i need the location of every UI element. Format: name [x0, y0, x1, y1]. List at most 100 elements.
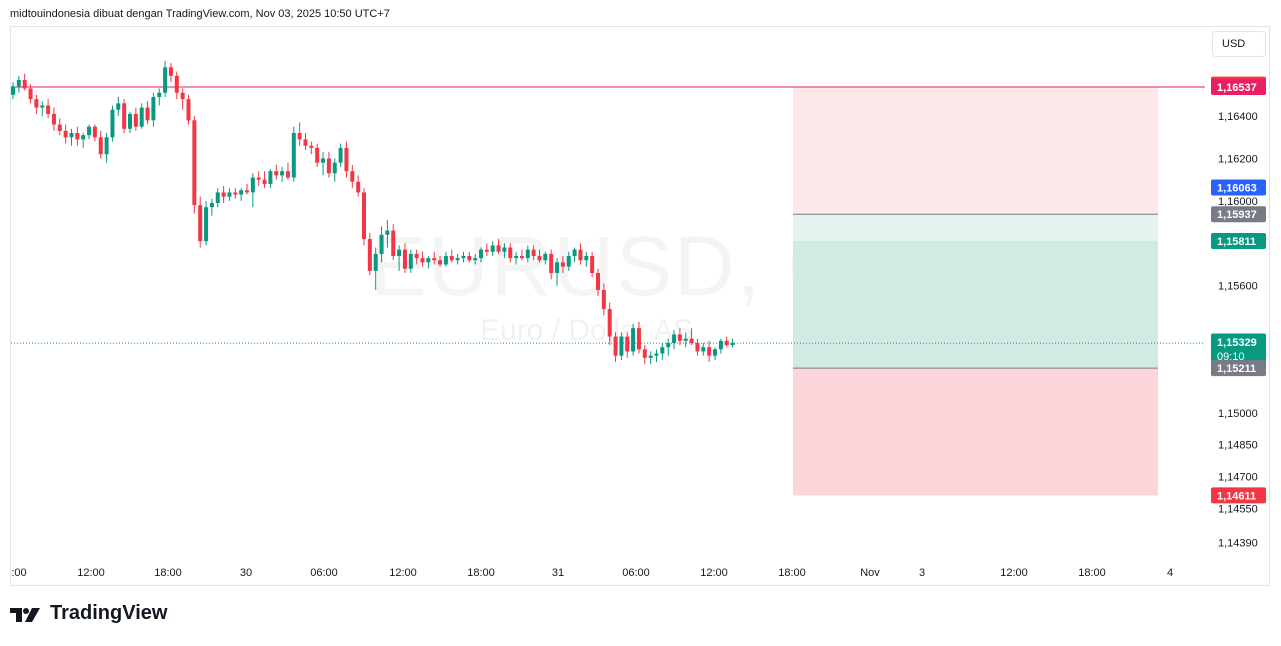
candle-body — [707, 347, 712, 356]
candle-body — [379, 234, 384, 254]
candle-body — [16, 80, 21, 87]
x-tick-label: 4 — [1167, 567, 1173, 579]
candle-body — [139, 107, 144, 127]
candle-body — [508, 247, 513, 259]
target-zone — [793, 240, 1158, 369]
price-label: 1,14611 — [1217, 490, 1256, 502]
candle-body — [724, 340, 729, 346]
candle-body — [163, 67, 168, 93]
candle-body — [578, 249, 583, 261]
candle-body — [274, 171, 279, 176]
target-zone-light — [793, 214, 1158, 241]
candle-body — [198, 205, 203, 242]
candle-body — [69, 133, 74, 138]
price-label-box — [1211, 487, 1266, 504]
candle-body — [660, 347, 665, 354]
candle-body — [566, 256, 571, 267]
candle-body — [385, 230, 390, 235]
candle-body — [677, 334, 682, 341]
currency-button[interactable]: USD — [1212, 31, 1266, 57]
candle-body — [268, 171, 273, 184]
candle-body — [654, 353, 659, 356]
candle-body — [256, 177, 261, 180]
x-tick-label: 18:00 — [467, 567, 495, 579]
x-tick-label: :00 — [11, 567, 26, 579]
candle-body — [262, 179, 267, 184]
price-label-box — [1211, 206, 1266, 223]
candle-body — [391, 230, 396, 257]
candle-body — [204, 207, 209, 242]
candle-body — [625, 336, 630, 352]
candle-body — [116, 103, 121, 110]
chart-frame[interactable] — [10, 26, 1270, 586]
candle-body — [543, 253, 548, 261]
candle-body — [362, 192, 366, 240]
candle-body — [145, 107, 150, 121]
y-tick-label: 1,14390 — [1218, 537, 1258, 549]
candle-body — [596, 272, 600, 290]
candle-body — [443, 256, 448, 265]
tradingview-logo: TradingView — [10, 602, 167, 625]
candle-body — [309, 145, 314, 148]
candle-body — [718, 340, 723, 350]
candle-body — [180, 92, 185, 100]
y-tick-label: 1,16200 — [1218, 153, 1258, 165]
candle-body — [730, 342, 735, 346]
candle-body — [420, 258, 425, 263]
countdown-label: 09:10 — [1217, 351, 1245, 363]
candle-body — [215, 192, 220, 203]
candle-body — [280, 171, 285, 176]
x-tick-label: 31 — [552, 567, 564, 579]
candle-body — [455, 258, 460, 261]
candle-body — [51, 113, 56, 125]
candle-body — [642, 349, 647, 358]
candle-body — [151, 96, 156, 121]
brand-name: TradingView — [50, 602, 168, 624]
stop-zone — [793, 368, 1158, 496]
candle-body — [297, 133, 302, 140]
candle-body — [713, 349, 717, 356]
x-tick-label: 12:00 — [700, 567, 728, 579]
candle-body — [572, 249, 577, 257]
candle-body — [438, 260, 443, 265]
candle-body — [245, 190, 249, 193]
candle-body — [11, 86, 15, 95]
candle-body — [87, 126, 92, 136]
candle-body — [496, 245, 501, 252]
candle-body — [601, 289, 606, 310]
candle-body — [75, 133, 80, 140]
y-tick-label: 1,16000 — [1218, 196, 1258, 208]
y-tick-label: 1,14700 — [1218, 472, 1258, 484]
candle-body — [631, 328, 636, 352]
candle-body — [332, 162, 337, 174]
candle-body — [648, 355, 653, 358]
candle-body — [584, 256, 589, 261]
price-label: 1,15329 — [1217, 337, 1257, 349]
candle-body — [133, 113, 138, 127]
candle-body — [432, 258, 437, 261]
candle-body — [315, 147, 320, 163]
price-label: 1,15937 — [1217, 209, 1257, 221]
candle-body — [239, 190, 244, 195]
x-tick-label: 18:00 — [1078, 567, 1106, 579]
candle-body — [666, 342, 671, 348]
x-tick-label: 12:00 — [77, 567, 105, 579]
candle-body — [63, 130, 68, 138]
candle-body — [326, 158, 331, 174]
candle-body — [227, 192, 232, 197]
candle-body — [98, 137, 103, 155]
candle-body — [367, 239, 372, 271]
y-tick-label: 1,14850 — [1218, 440, 1258, 452]
upper-zone — [793, 87, 1158, 215]
x-tick-label: 18:00 — [778, 567, 806, 579]
candle-body — [338, 147, 343, 163]
candle-body — [467, 256, 472, 261]
price-label: 1,15211 — [1217, 363, 1256, 375]
candle-body — [157, 92, 162, 97]
candle-body — [555, 262, 560, 273]
price-label: 1,15811 — [1217, 236, 1256, 248]
x-tick-label: Nov — [860, 567, 880, 579]
candle-body — [122, 103, 127, 129]
x-tick-label: 12:00 — [1000, 567, 1028, 579]
